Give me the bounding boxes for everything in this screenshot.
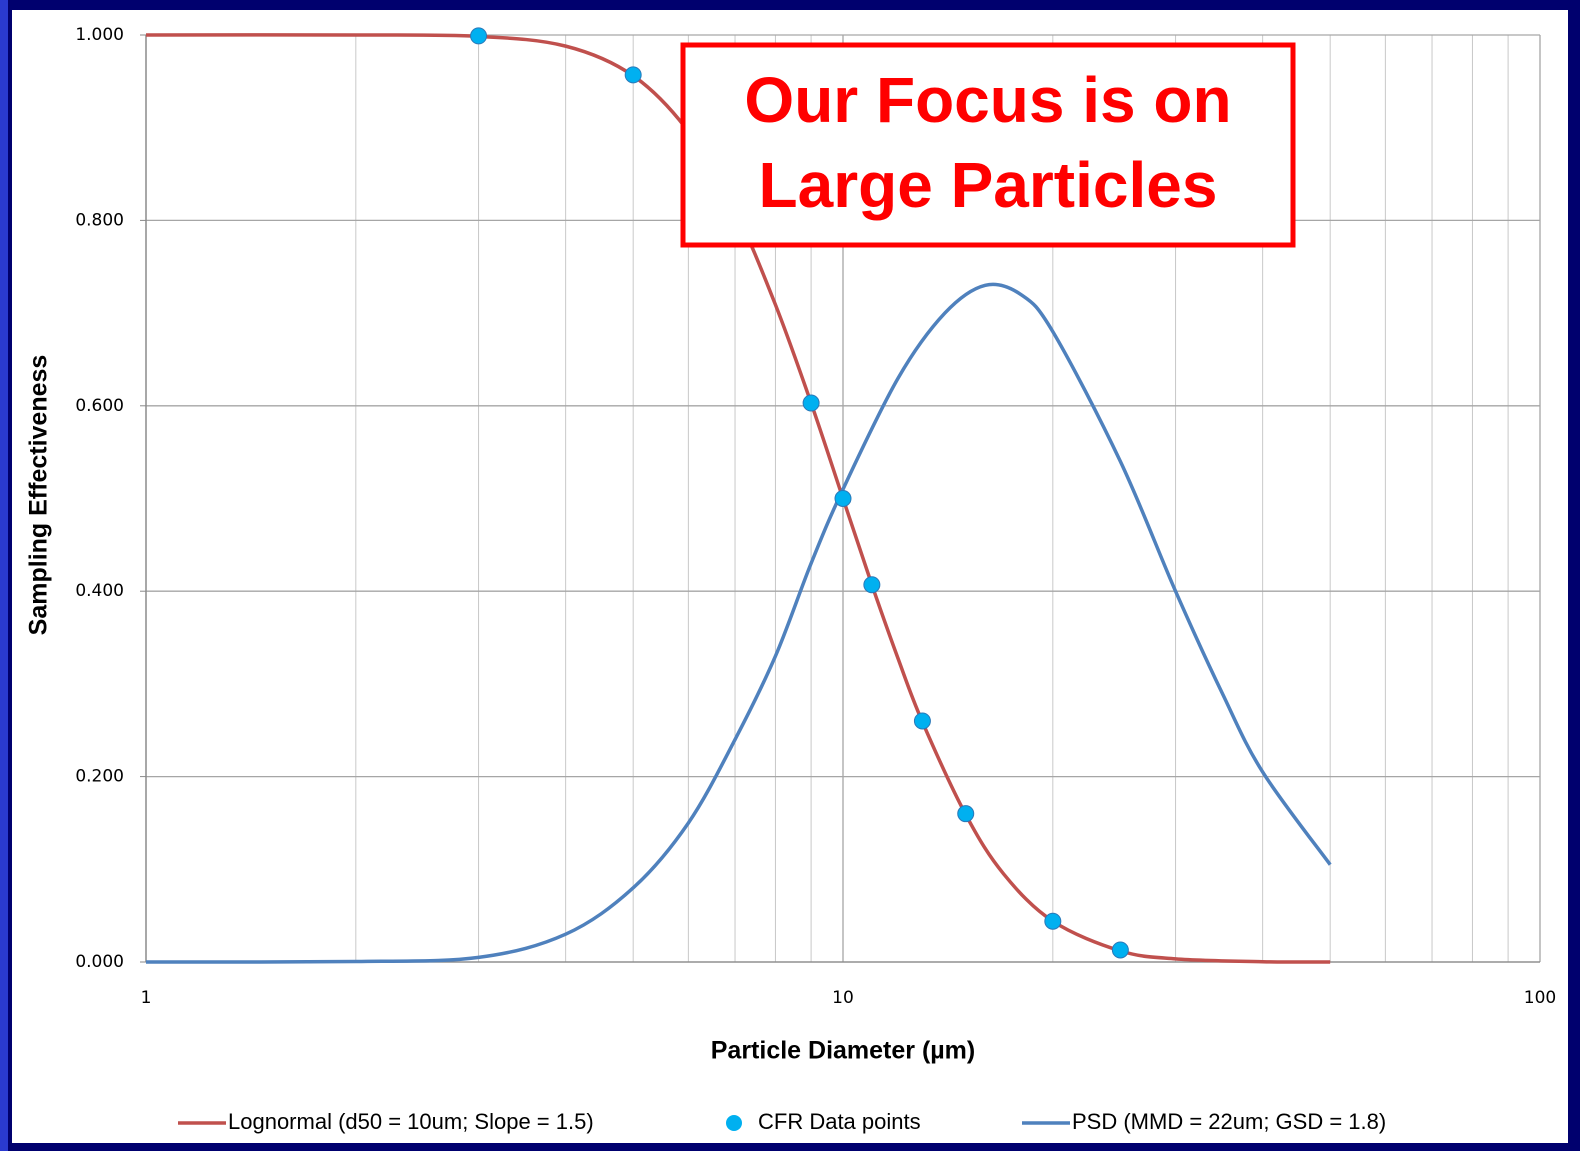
series-line [145, 282, 1332, 964]
x-axis-title: Particle Diameter (µm) [711, 1037, 976, 1065]
x-tick-label: 100 [1524, 988, 1556, 1008]
data-point [913, 712, 931, 730]
data-point [957, 805, 975, 823]
legend-label: PSD (MMD = 22um; GSD = 1.8) [1072, 1109, 1386, 1134]
x-tick-label: 1 [141, 988, 152, 1008]
data-point [470, 27, 488, 45]
legend-label: CFR Data points [758, 1109, 921, 1134]
y-tick-label: 0.400 [75, 581, 124, 601]
annotation: Our Focus is on [744, 64, 1231, 136]
annotation: Large Particles [759, 149, 1218, 221]
data-point [1044, 912, 1062, 930]
data-point [1111, 941, 1129, 959]
y-tick-label: 0.200 [75, 767, 124, 787]
y-tick-label: 0.800 [75, 210, 124, 230]
y-axis-title: Sampling Effectiveness [25, 355, 53, 636]
y-tick-label: 1.000 [75, 25, 124, 45]
frame-edge [0, 0, 8, 1151]
y-tick-label: 0.600 [75, 396, 124, 416]
data-point [834, 490, 852, 507]
data-point [863, 576, 881, 594]
legend-swatch [726, 1115, 742, 1131]
x-tick-label: 10 [832, 988, 854, 1008]
legend-label: Lognormal (d50 = 10um; Slope = 1.5) [228, 1109, 594, 1134]
annotation-box [680, 42, 1296, 248]
data-point [624, 66, 642, 84]
y-tick-label: 0.000 [75, 952, 124, 972]
data-point [802, 394, 820, 412]
